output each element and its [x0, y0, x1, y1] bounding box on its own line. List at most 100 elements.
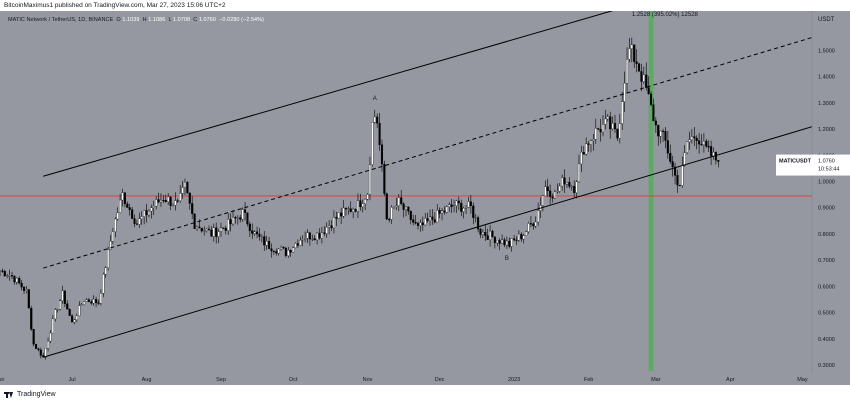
brand-name: TradingView: [17, 391, 56, 398]
price-axis-bg: [812, 11, 850, 385]
candle-body: [37, 348, 40, 351]
candle-body: [61, 290, 64, 301]
candle-body: [239, 217, 242, 220]
candle-body: [316, 232, 319, 241]
candle-body: [155, 199, 158, 207]
candle-body: [510, 238, 513, 247]
price-axis-unit: USDT: [818, 17, 835, 23]
time-tick-label: Apr: [726, 377, 735, 383]
candle-body: [686, 141, 689, 153]
candle-body: [205, 228, 208, 231]
candle-body: [717, 160, 720, 162]
candle-body: [426, 218, 429, 221]
chart-panel[interactable]: A B 1.2528 (395.02%) 12528 USDT 0.3000 0.4000…: [0, 11, 850, 385]
tradingview-logo[interactable]: TradingView: [4, 391, 56, 398]
candle-body: [75, 315, 78, 320]
candle-body: [402, 203, 405, 210]
candle-body: [707, 146, 710, 148]
close-value: 1.0760: [198, 17, 216, 23]
price-tick-label: 0.3000: [818, 363, 835, 369]
candle-body: [678, 185, 681, 187]
symbol-legend: MATIC Network / TetherUS, 1D, BINANCE O …: [8, 17, 264, 23]
candle-body: [383, 163, 386, 194]
candle-body: [705, 140, 708, 147]
price-tick-label: 0.5000: [818, 311, 835, 317]
candle-body: [275, 251, 278, 254]
last-price-countdown: 10:53:44: [818, 167, 839, 173]
candle-body: [325, 227, 328, 234]
candle-body: [1, 270, 4, 272]
candle-body: [15, 277, 18, 283]
change-value: −0.0280 (−2.54%): [219, 17, 264, 23]
candle-body: [92, 299, 95, 304]
published-by-text: BitcoinMaximus1 published on TradingView…: [4, 2, 226, 9]
candle-body: [306, 232, 309, 239]
candle-body: [674, 166, 677, 176]
candle-body: [616, 128, 619, 139]
price-chart[interactable]: A B 1.2528 (395.02%) 12528 USDT 0.3000 0.4000…: [0, 11, 850, 385]
candle-body: [25, 289, 28, 291]
candle-body: [143, 210, 146, 217]
candle-body: [215, 227, 218, 237]
candle-body: [693, 136, 696, 139]
candle-body: [669, 152, 672, 162]
candle-body: [577, 163, 581, 183]
candle-body: [625, 59, 629, 84]
time-tick-label: Jun: [0, 377, 4, 383]
candle-body: [400, 197, 403, 204]
high-label: H: [142, 17, 147, 23]
time-tick-label: Feb: [584, 377, 593, 383]
candle-body: [712, 152, 715, 157]
candle-body: [714, 152, 717, 161]
candle-body: [200, 227, 203, 232]
candle-body: [397, 197, 400, 206]
candle-body: [436, 210, 439, 223]
candle-body: [167, 196, 170, 202]
candle-body: [198, 226, 201, 229]
candle-body: [330, 225, 333, 229]
candle-body: [174, 200, 177, 206]
candle-body: [570, 186, 573, 188]
candle-body: [700, 143, 703, 146]
candle-body: [659, 130, 662, 137]
candle-body: [698, 140, 701, 145]
candle-body: [525, 231, 528, 236]
candle-body: [217, 231, 220, 237]
candle-body: [145, 210, 148, 216]
candle-body: [440, 210, 444, 214]
candle-body: [263, 236, 266, 246]
candle-body: [529, 223, 532, 225]
candle-body: [450, 204, 453, 207]
candle-body: [421, 222, 424, 226]
candle-body: [123, 192, 126, 205]
candle-body: [373, 116, 376, 123]
candle-body: [695, 137, 698, 141]
candle-body: [501, 239, 504, 244]
candle-body: [532, 223, 535, 227]
candle-body: [147, 210, 150, 216]
candle-body: [652, 104, 655, 122]
candle-body: [78, 305, 81, 317]
candle-body: [80, 304, 83, 306]
candle-body: [609, 116, 612, 130]
candle-body: [587, 143, 590, 145]
candle-body: [561, 177, 564, 187]
candle-body: [231, 217, 235, 225]
candle-body: [335, 217, 338, 219]
candle-body: [337, 212, 340, 219]
candle-body: [477, 217, 480, 230]
time-tick-label: Dec: [435, 377, 445, 383]
time-tick-label: May: [797, 377, 808, 383]
candle-body: [207, 228, 211, 231]
candle-body: [637, 63, 641, 72]
candle-body: [448, 204, 451, 207]
candle-body: [445, 206, 448, 213]
candle-body: [186, 181, 189, 194]
candle-body: [68, 309, 71, 316]
price-tick-label: 1.2000: [818, 127, 835, 133]
footer-bar: TradingView: [0, 385, 850, 404]
candle-body: [227, 219, 230, 231]
candle-body: [568, 181, 571, 187]
candle-body: [489, 230, 492, 240]
candle-body: [49, 332, 52, 342]
